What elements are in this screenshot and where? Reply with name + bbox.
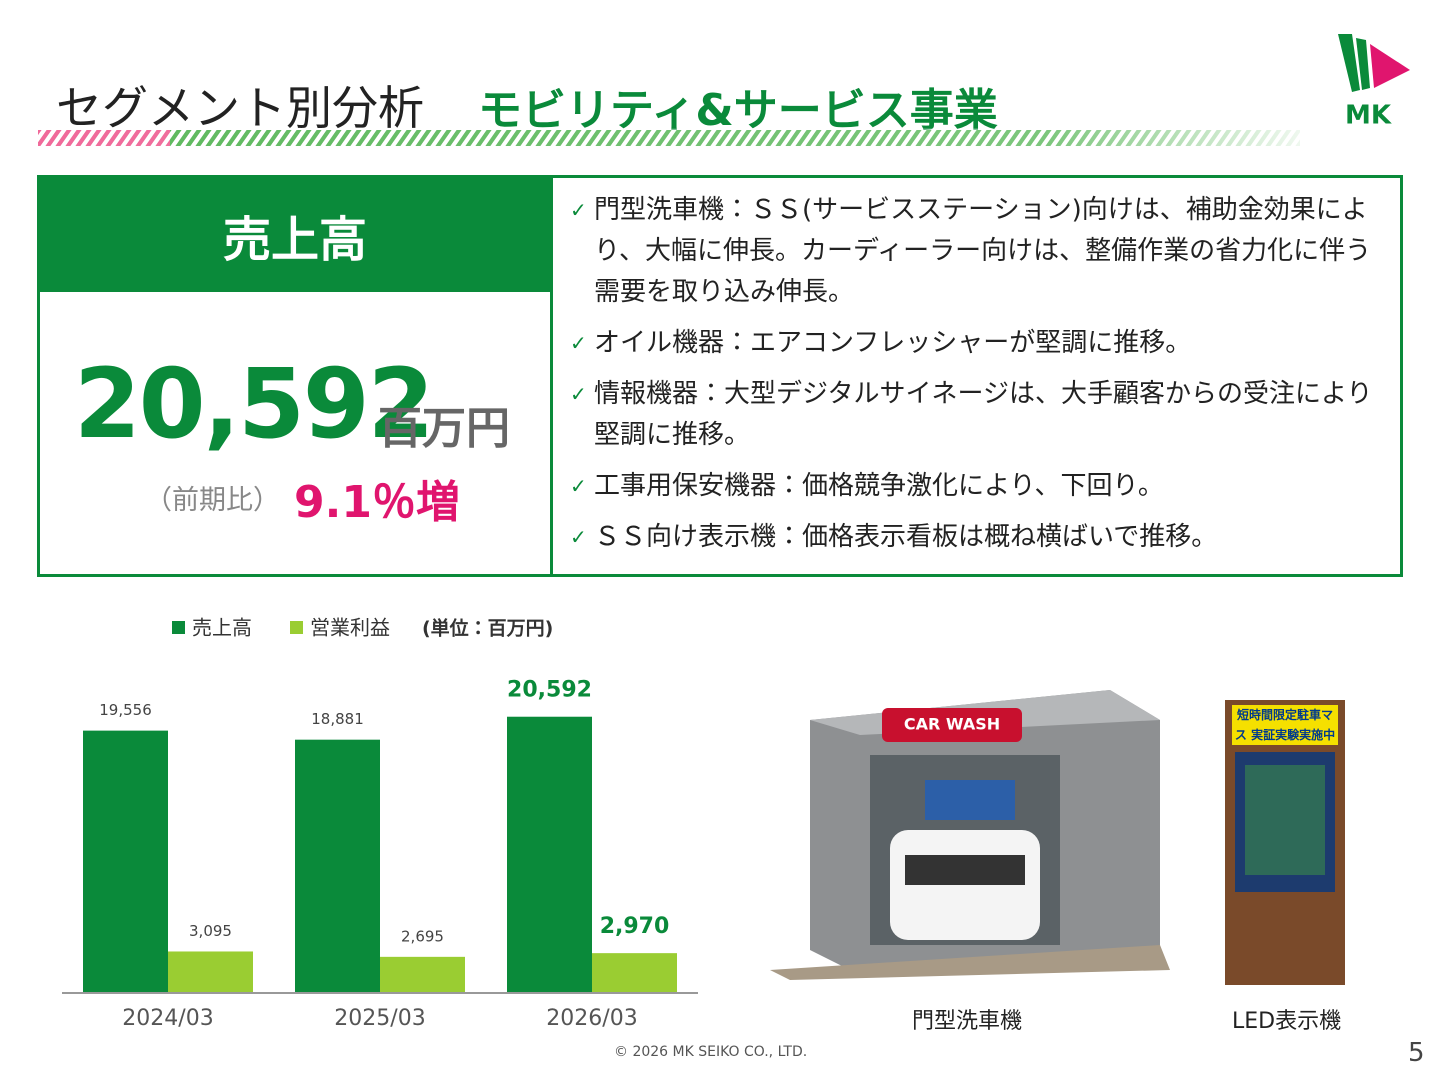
bar (592, 953, 677, 993)
legend-swatch (172, 621, 185, 634)
bullet: ✓ 情報機器：大型デジタルサイネージは、大手顧客からの受注により堅調に推移。 (570, 374, 1380, 456)
bullet-text: オイル機器：エアコンフレッシャーが堅調に推移。 (594, 328, 1192, 358)
value-label: 2,970 (600, 914, 670, 939)
legend-swatch (290, 621, 303, 634)
x-tick-label: 2024/03 (122, 1006, 213, 1031)
chart: 売上高 営業利益 (単位：百万円) 2024/03 19,556 3,095 2025/03… (62, 616, 698, 1031)
summary-panel: 売上高 20,592 百万円 （前期比） 9.1％増 (40, 178, 553, 574)
summary-box: 売上高 20,592 百万円 （前期比） 9.1％増 ✓ 門型洗車機：ＳＳ(サービ… (37, 175, 1403, 577)
bullet-marker: ✓ (570, 382, 587, 406)
title: セグメント別分析 (56, 81, 424, 135)
compare-label: （前期比） (145, 485, 280, 516)
bullet: ✓ 門型洗車機：ＳＳ(サービスステーション)向けは、補助金効果により、大幅に伸長。… (570, 190, 1380, 313)
stripe-bar (38, 128, 1300, 148)
summary-label: 売上高 (40, 178, 550, 292)
bar (83, 730, 168, 993)
bullet-text: 門型洗車機：ＳＳ(サービスステーション)向けは、補助金効果により、大幅に伸長。カ… (594, 195, 1372, 307)
value-label: 19,556 (99, 701, 152, 719)
legend-label: 売上高 (192, 616, 252, 640)
x-tick-label: 2026/03 (546, 1006, 637, 1031)
bullet: ✓ ＳＳ向け表示機：価格表示看板は概ね横ばいで推移。 (570, 517, 1380, 558)
x-tick-label: 2025/03 (334, 1006, 425, 1031)
bullet-marker: ✓ (570, 331, 587, 355)
value-label: 20,592 (507, 678, 592, 703)
unit-note: (単位：百万円) (422, 617, 553, 640)
summary-unit: 百万円 (378, 403, 510, 454)
bar (168, 951, 253, 993)
value-label: 3,095 (189, 922, 232, 940)
bullet-list: ✓ 門型洗車機：ＳＳ(サービスステーション)向けは、補助金効果により、大幅に伸長。… (570, 190, 1380, 568)
bullet-marker: ✓ (570, 198, 587, 222)
bar (380, 956, 465, 993)
bullet: ✓ オイル機器：エアコンフレッシャーが堅調に推移。 (570, 323, 1380, 364)
logo-text: MK (1345, 101, 1392, 131)
value-label: 18,881 (311, 710, 364, 728)
led-sign-text: 短時間限定駐車マス 実証実験実施中 (1234, 708, 1336, 742)
value-label: 2,695 (401, 927, 444, 945)
bullet-text: 工事用保安機器：価格競争激化により、下回り。 (594, 471, 1164, 501)
bullet-marker: ✓ (570, 474, 587, 498)
bar (295, 739, 380, 993)
sign-text: CAR WASH (904, 715, 1000, 734)
bullet-marker: ✓ (570, 525, 587, 549)
caption: LED表示機 (1232, 1009, 1342, 1034)
bullet: ✓ 工事用保安機器：価格競争激化により、下回り。 (570, 466, 1380, 507)
bar (507, 716, 592, 993)
sign (882, 708, 1022, 742)
caption: 門型洗車機 (912, 1009, 1023, 1034)
legend-label: 営業利益 (310, 616, 390, 640)
photos: CAR WASH 短時間限定駐車マス 実証実験実施中 (770, 690, 1345, 985)
copyright: © 2026 MK SEIKO CO., LTD. (614, 1044, 808, 1060)
bullet-text: ＳＳ向け表示機：価格表示看板は概ね横ばいで推移。 (594, 522, 1218, 552)
change: 9.1％増 (294, 477, 460, 528)
subtitle: モビリティ&サービス事業 (478, 85, 998, 136)
bullet-text: 情報機器：大型デジタルサイネージは、大手顧客からの受注により堅調に推移。 (594, 379, 1373, 450)
page-number: 5 (1408, 1038, 1425, 1068)
summary-value: 20,592 (74, 348, 434, 460)
logo: MK (1338, 34, 1410, 131)
